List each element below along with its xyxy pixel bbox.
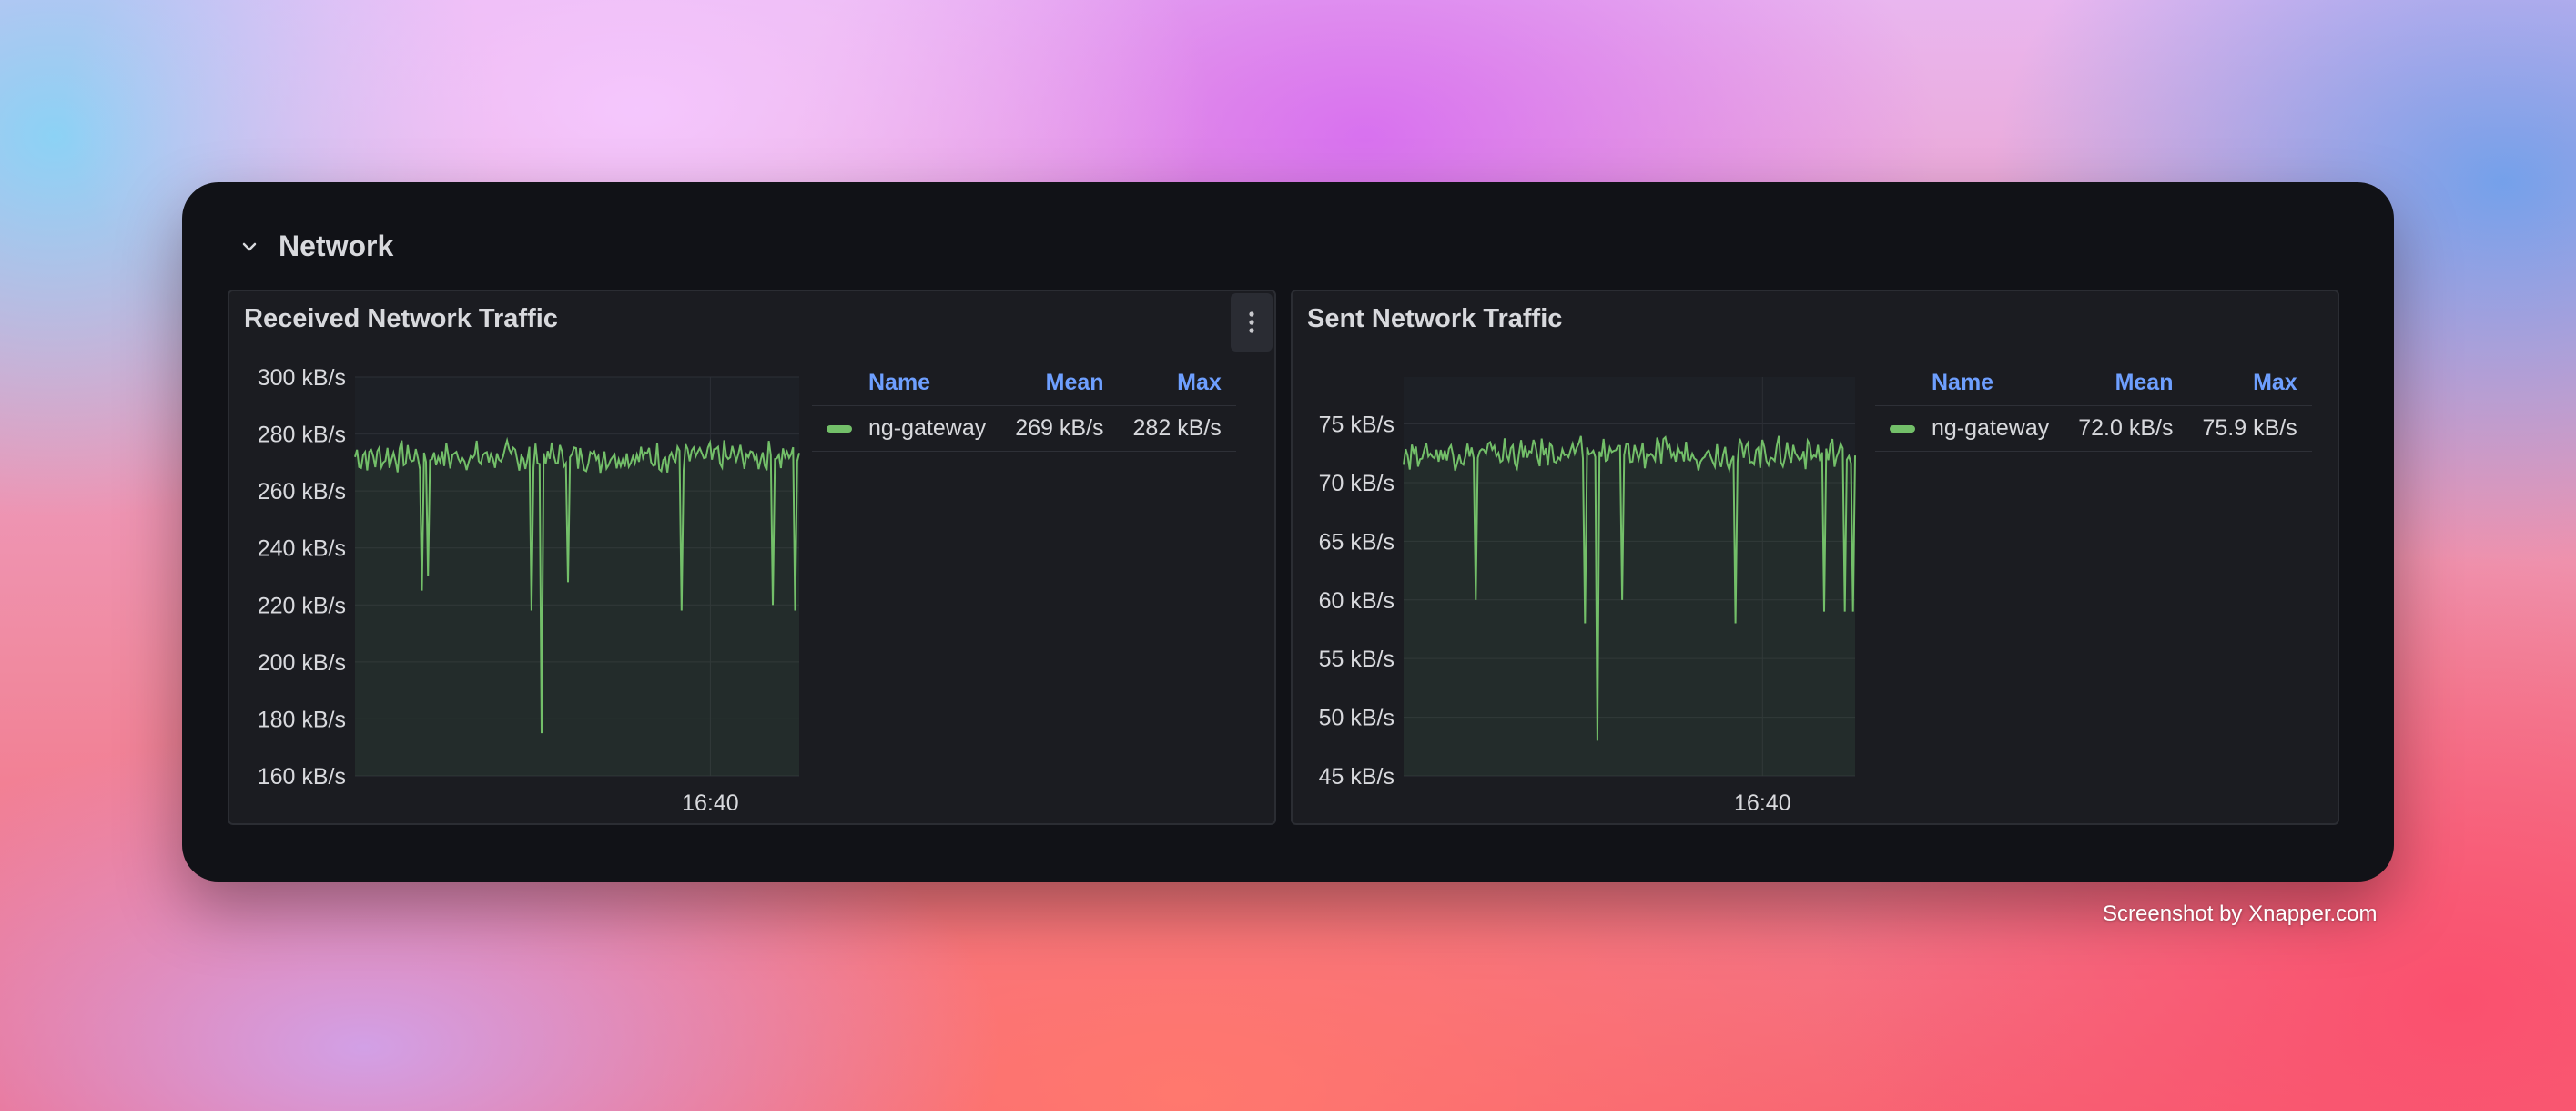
y-tick-label: 45 kB/s: [1319, 764, 1394, 790]
more-vertical-icon: [1249, 311, 1254, 333]
y-tick-label: 300 kB/s: [258, 365, 346, 391]
y-tick-label: 180 kB/s: [258, 707, 346, 732]
legend-header-name[interactable]: Name: [812, 370, 1001, 406]
legend-header-name[interactable]: Name: [1875, 370, 2064, 406]
legend-header-max[interactable]: Max: [2187, 370, 2312, 406]
y-tick-label: 220 kB/s: [258, 593, 346, 618]
series-line: [354, 436, 800, 734]
legend-row[interactable]: ng-gateway 269 kB/s 282 kB/s: [812, 405, 1236, 452]
series-area: [1404, 435, 1855, 776]
panel-sent-traffic: Sent Network Traffic 75 kB/s 70 kB/s 65 kB…: [1291, 290, 2339, 825]
received-traffic-chart: 300 kB/s 280 kB/s 260 kB/s 240 kB/s 220 kB/s…: [258, 365, 800, 816]
x-tick-label: 16:40: [682, 790, 739, 816]
legend-mean-value: 269 kB/s: [1000, 405, 1119, 452]
panel-received-traffic: Received Network Traffic 300 kB/s 280 kB/…: [228, 290, 1276, 825]
y-tick-label: 55 kB/s: [1319, 647, 1394, 672]
series-line: [1403, 435, 1856, 741]
legend-series-name: ng-gateway: [1932, 415, 2050, 441]
screenshot-credit: Screenshot by Xnapper.com: [2103, 902, 2378, 926]
y-tick-label: 75 kB/s: [1319, 413, 1394, 438]
legend-series-name: ng-gateway: [868, 415, 987, 441]
x-tick-label: 16:40: [1734, 790, 1791, 816]
y-tick-label: 260 kB/s: [258, 479, 346, 505]
legend-header-max[interactable]: Max: [1118, 370, 1236, 406]
legend-header-mean[interactable]: Mean: [2064, 370, 2188, 406]
y-tick-label: 65 kB/s: [1319, 529, 1394, 555]
y-tick-label: 50 kB/s: [1319, 706, 1394, 731]
y-tick-label: 70 kB/s: [1319, 471, 1394, 496]
series-area: [355, 440, 799, 776]
row-header[interactable]: Network: [240, 229, 393, 263]
y-tick-label: 280 kB/s: [258, 423, 346, 448]
y-tick-label: 60 kB/s: [1319, 588, 1394, 614]
legend-max-value: 75.9 kB/s: [2187, 405, 2312, 452]
legend-mean-value: 72.0 kB/s: [2064, 405, 2188, 452]
legend-header-mean[interactable]: Mean: [1000, 370, 1119, 406]
row-title: Network: [279, 229, 394, 262]
chevron-down-icon[interactable]: [240, 238, 259, 256]
legend-row[interactable]: ng-gateway 72.0 kB/s 75.9 kB/s: [1875, 405, 2312, 452]
series-color-swatch: [1890, 425, 1915, 433]
sent-traffic-chart: 75 kB/s 70 kB/s 65 kB/s 60 kB/s 55 kB/s 50 kB…: [1319, 377, 1856, 816]
legend-table: Name Mean Max ng-gateway 269 kB/s 282 kB…: [812, 370, 1236, 452]
y-tick-label: 160 kB/s: [258, 764, 346, 790]
panel-title: Sent Network Traffic: [1307, 304, 1563, 333]
y-tick-label: 200 kB/s: [258, 650, 346, 676]
panel-title: Received Network Traffic: [244, 304, 558, 333]
panel-menu-button[interactable]: [1231, 293, 1273, 352]
legend-table: Name Mean Max ng-gateway 72.0 kB/s 75.9 …: [1875, 370, 2312, 452]
legend-max-value: 282 kB/s: [1118, 405, 1236, 452]
dashboard-card: Network Received Network Traffic 300 kB/…: [182, 182, 2394, 882]
y-tick-label: 240 kB/s: [258, 536, 346, 562]
series-color-swatch: [827, 425, 852, 433]
